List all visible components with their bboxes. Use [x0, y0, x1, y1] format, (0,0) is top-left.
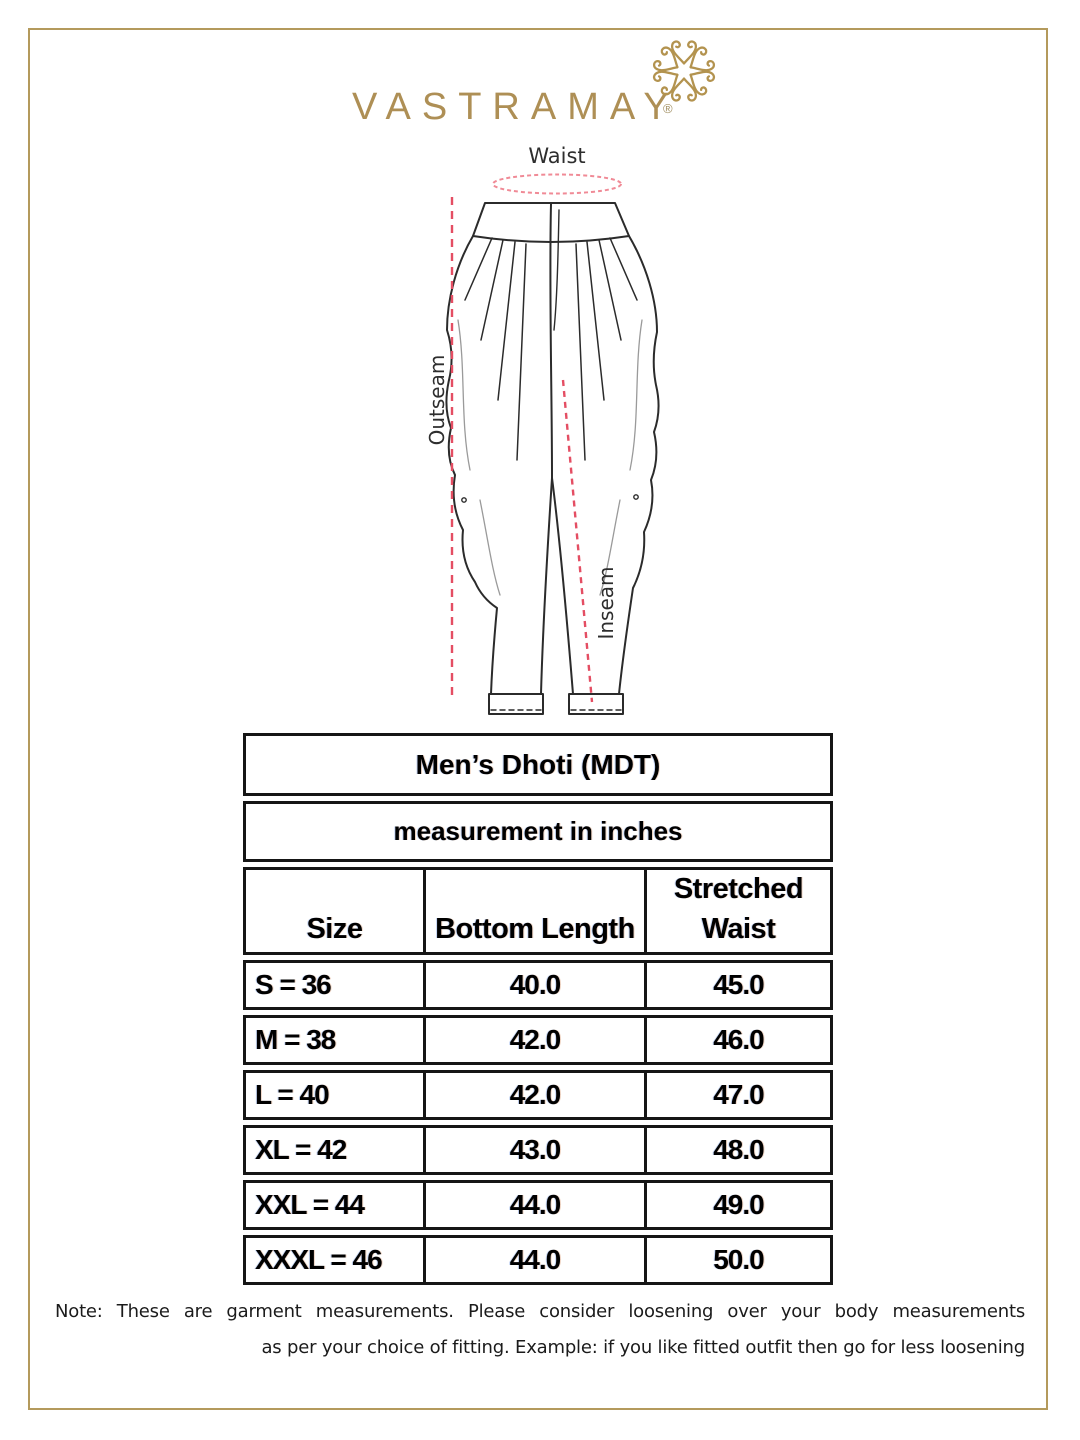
table-row-xl: XL = 42 43.0 48.0	[243, 1125, 833, 1175]
registered-trademark: ®	[663, 101, 673, 116]
brand-flourish-icon	[651, 40, 717, 102]
bottom-length-cell: 43.0	[422, 1128, 644, 1172]
bottom-length-cell: 44.0	[422, 1238, 644, 1282]
size-chart-table: Men’s Dhoti (MDT) measurement in inches …	[243, 733, 833, 1290]
inseam-measure-line	[561, 379, 594, 703]
stretched-waist-cell: 47.0	[643, 1073, 830, 1117]
stretched-waist-cell: 49.0	[643, 1183, 830, 1227]
column-header-bottom-length: Bottom Length	[422, 870, 644, 952]
waist-label: Waist	[528, 144, 586, 168]
bottom-length-cell: 40.0	[422, 963, 644, 1007]
inseam-label: Inseam	[594, 566, 618, 640]
table-row-s: S = 36 40.0 45.0	[243, 960, 833, 1010]
bottom-length-cell: 42.0	[422, 1073, 644, 1117]
table-row-l: L = 40 42.0 47.0	[243, 1070, 833, 1120]
size-chart-header-row: Size Bottom Length Stretched Waist	[243, 867, 833, 955]
size-cell: L = 40	[255, 1079, 330, 1110]
table-row-m: M = 38 42.0 46.0	[243, 1015, 833, 1065]
stretched-waist-cell: 50.0	[643, 1238, 830, 1282]
measurement-note: Note: These are garment measurements. Pl…	[55, 1294, 1025, 1366]
table-row-xxl: XXL = 44 44.0 49.0	[243, 1180, 833, 1230]
column-header-size: Size	[306, 913, 363, 945]
note-line-2: as per your choice of fitting. Example: …	[261, 1337, 1025, 1358]
note-line-1: Note: These are garment measurements. Pl…	[55, 1301, 1025, 1322]
stretched-waist-cell: 46.0	[643, 1018, 830, 1062]
size-cell: XXL = 44	[255, 1189, 365, 1220]
waist-measure-ellipse	[492, 173, 622, 195]
bottom-length-cell: 42.0	[422, 1018, 644, 1062]
outseam-label: Outseam	[425, 354, 449, 446]
size-chart-subtitle: measurement in inches	[243, 801, 833, 862]
size-cell: XXXL = 46	[255, 1244, 383, 1275]
size-cell: S = 36	[255, 969, 332, 1000]
brand-wordmark: VASTRAMAY	[352, 86, 680, 128]
stretched-waist-cell: 48.0	[643, 1128, 830, 1172]
column-header-stretched-waist: Stretched Waist	[643, 870, 830, 952]
size-cell: M = 38	[255, 1024, 336, 1055]
stretched-waist-cell: 45.0	[643, 963, 830, 1007]
bottom-length-cell: 44.0	[422, 1183, 644, 1227]
dhoti-line-art	[445, 173, 660, 715]
table-row-xxxl: XXXL = 46 44.0 50.0	[243, 1235, 833, 1285]
size-cell: XL = 42	[255, 1134, 347, 1165]
size-chart-title: Men’s Dhoti (MDT)	[243, 733, 833, 796]
